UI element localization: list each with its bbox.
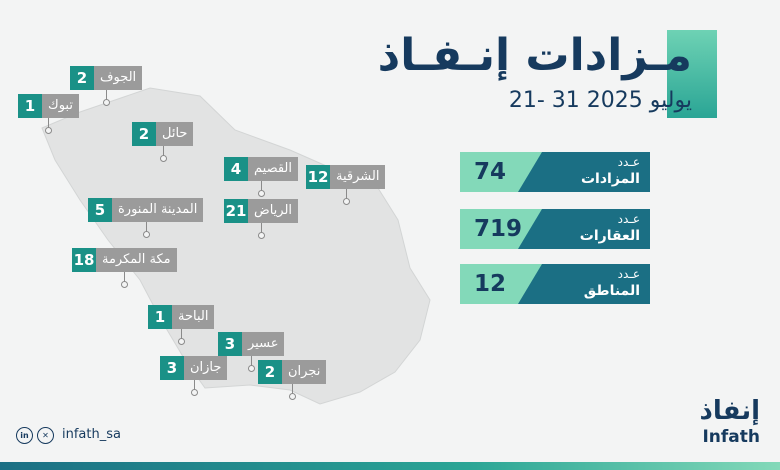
- location-dot-icon: [45, 127, 53, 134]
- region-count: 2: [70, 66, 94, 90]
- location-dot-icon: [103, 99, 111, 106]
- region-name: الباحة: [172, 305, 215, 329]
- location-dot-icon: [121, 281, 129, 288]
- region-name: القصيم: [248, 157, 298, 181]
- region-pin-tabuk: 1 تبوك: [18, 94, 79, 134]
- region-count: 1: [18, 94, 42, 118]
- region-name: نجران: [282, 360, 327, 384]
- title-accent-bar: [667, 30, 717, 118]
- stat-auctions: 74 عـدد المزادات: [460, 152, 650, 192]
- stat-label-line2: المناطق: [583, 283, 640, 299]
- region-count: 4: [224, 157, 248, 181]
- region-pin-qassim: 4 القصيم: [224, 157, 298, 197]
- region-pin-madinah: 5 المدينة المنورة: [88, 198, 204, 238]
- date-range: 21- 31 يوليو 2025: [508, 88, 692, 113]
- region-pin-jazan: 3 جازان: [160, 356, 228, 396]
- stat-properties: 719 عـدد العقارات: [460, 209, 650, 249]
- social-handle[interactable]: infath_sa: [62, 427, 121, 442]
- stat-label-line1: عـدد: [617, 267, 640, 281]
- stat-label-line2: المزادات: [580, 171, 640, 187]
- region-name: عسير: [242, 332, 285, 356]
- stat-label: عـدد المناطق: [518, 264, 650, 304]
- region-name: المدينة المنورة: [112, 198, 204, 222]
- region-name: تبوك: [42, 94, 79, 118]
- stat-regions: 12 عـدد المناطق: [460, 264, 650, 304]
- region-pin-riyadh: 21 الرياض: [224, 199, 299, 239]
- logo-english: Infath: [702, 427, 760, 447]
- region-name: مكة المكرمة: [96, 248, 177, 272]
- region-count: 3: [160, 356, 184, 380]
- region-count: 2: [132, 122, 156, 146]
- x-icon[interactable]: ✕: [37, 426, 54, 444]
- location-dot-icon: [248, 365, 256, 372]
- location-dot-icon: [342, 198, 350, 205]
- stat-label: عـدد العقارات: [518, 209, 650, 249]
- location-dot-icon: [258, 190, 265, 197]
- region-pin-najran: 2 نجران: [258, 360, 327, 400]
- location-dot-icon: [142, 231, 150, 238]
- social-links: in ✕ infath_sa: [16, 426, 121, 444]
- linkedin-icon[interactable]: in: [16, 426, 33, 444]
- location-dot-icon: [190, 389, 198, 396]
- location-dot-icon: [289, 393, 297, 400]
- region-count: 5: [88, 198, 112, 222]
- region-count: 21: [224, 199, 248, 223]
- stat-label: عـدد المزادات: [518, 152, 650, 192]
- region-name: حائل: [156, 122, 194, 146]
- location-dot-icon: [159, 155, 167, 162]
- region-name: جازان: [184, 356, 228, 380]
- region-name: الرياض: [248, 199, 299, 223]
- region-pin-makkah: 18 مكة المكرمة: [72, 248, 177, 288]
- page-title: مـزادات إنـفـاذ: [377, 30, 692, 81]
- region-pin-hail: 2 حائل: [132, 122, 194, 162]
- region-pin-asir: 3 عسير: [218, 332, 285, 372]
- region-pin-baha: 1 الباحة: [148, 305, 215, 345]
- region-pin-jouf: 2 الجوف: [70, 66, 143, 106]
- logo-arabic: إنفاذ: [699, 396, 761, 426]
- region-count: 1: [148, 305, 172, 329]
- location-dot-icon: [178, 338, 186, 345]
- stat-label-line1: عـدد: [617, 212, 640, 226]
- region-count: 2: [258, 360, 282, 384]
- stat-label-line1: عـدد: [617, 155, 640, 169]
- region-count: 3: [218, 332, 242, 356]
- stat-label-line2: العقارات: [579, 228, 640, 244]
- region-count: 18: [72, 248, 96, 272]
- region-name: الشرقية: [330, 165, 386, 189]
- region-pin-eastern: 12 الشرقية: [306, 165, 386, 205]
- location-dot-icon: [258, 232, 266, 239]
- footer-bar: [0, 462, 780, 470]
- region-count: 12: [306, 165, 330, 189]
- region-name: الجوف: [94, 66, 143, 90]
